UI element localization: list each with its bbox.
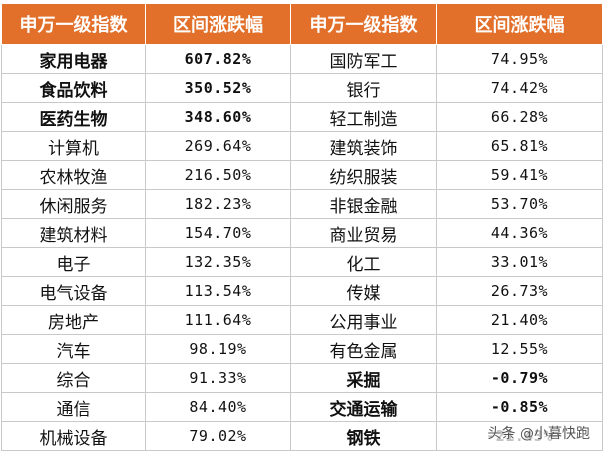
- change-value-cell: 79.02%: [145, 421, 291, 451]
- change-value-cell: 66.28%: [436, 102, 603, 132]
- industry-name-cell: 电气设备: [1, 276, 146, 306]
- industry-name-cell: 银行: [290, 73, 437, 103]
- industry-name-cell: 传媒: [290, 276, 437, 306]
- table-row: 通信 84.40% 交通运输 -0.85%: [1, 392, 603, 422]
- change-value-cell: 44.36%: [436, 218, 603, 248]
- table-row: 食品饮料 350.52% 银行 74.42%: [1, 73, 603, 103]
- change-value-cell: 53.70%: [436, 189, 603, 219]
- change-value-cell: 26.73%: [436, 276, 603, 306]
- table-row: 建筑材料 154.70% 商业贸易 44.36%: [1, 218, 603, 248]
- industry-name-cell: 国防军工: [290, 44, 437, 74]
- header-index-name-left: 申万一级指数: [1, 3, 146, 45]
- change-value-cell: 348.60%: [145, 102, 291, 132]
- industry-name-cell: 钢铁: [290, 421, 437, 451]
- change-value-cell: 74.42%: [436, 73, 603, 103]
- header-change-left: 区间涨跌幅: [145, 3, 291, 45]
- table-row: 汽车 98.19% 有色金属 12.55%: [1, 334, 603, 364]
- change-value-cell: 350.52%: [145, 73, 291, 103]
- industry-name-cell: 商业贸易: [290, 218, 437, 248]
- header-change-right: 区间涨跌幅: [436, 3, 603, 45]
- table-row: 电子 132.35% 化工 33.01%: [1, 247, 603, 277]
- industry-name-cell: 化工: [290, 247, 437, 277]
- industry-name-cell: 交通运输: [290, 392, 437, 422]
- change-value-cell: 182.23%: [145, 189, 291, 219]
- industry-name-cell: 家用电器: [1, 44, 146, 74]
- change-value-cell: 607.82%: [145, 44, 291, 74]
- industry-name-cell: 食品饮料: [1, 73, 146, 103]
- industry-name-cell: 纺织服装: [290, 160, 437, 190]
- industry-name-cell: 医药生物: [1, 102, 146, 132]
- change-value-cell: 21.40%: [436, 305, 603, 335]
- industry-name-cell: 汽车: [1, 334, 146, 364]
- industry-name-cell: 非银金融: [290, 189, 437, 219]
- table-row: 电气设备 113.54% 传媒 26.73%: [1, 276, 603, 306]
- table-row: 计算机 269.64% 建筑装饰 65.81%: [1, 131, 603, 161]
- change-value-cell: 12.55%: [436, 334, 603, 364]
- industry-name-cell: 通信: [1, 392, 146, 422]
- change-value-cell: 154.70%: [145, 218, 291, 248]
- table-header-row: 申万一级指数 区间涨跌幅 申万一级指数 区间涨跌幅: [1, 3, 603, 45]
- industry-name-cell: 电子: [1, 247, 146, 277]
- industry-name-cell: 房地产: [1, 305, 146, 335]
- industry-name-cell: 建筑材料: [1, 218, 146, 248]
- change-value-cell: 113.54%: [145, 276, 291, 306]
- industry-name-cell: 采掘: [290, 363, 437, 393]
- change-value-cell: -0.79%: [436, 363, 603, 393]
- change-value-cell: 216.50%: [145, 160, 291, 190]
- change-value-cell: 33.01%: [436, 247, 603, 277]
- industry-name-cell: 建筑装饰: [290, 131, 437, 161]
- change-value-cell: 59.41%: [436, 160, 603, 190]
- change-value-cell: 132.35%: [145, 247, 291, 277]
- table-row: 休闲服务 182.23% 非银金融 53.70%: [1, 189, 603, 219]
- change-value-cell: 84.40%: [145, 392, 291, 422]
- industry-name-cell: 公用事业: [290, 305, 437, 335]
- industry-name-cell: 轻工制造: [290, 102, 437, 132]
- table-row: 房地产 111.64% 公用事业 21.40%: [1, 305, 603, 335]
- industry-name-cell: 综合: [1, 363, 146, 393]
- table-row: 综合 91.33% 采掘 -0.79%: [1, 363, 603, 393]
- industry-name-cell: 有色金属: [290, 334, 437, 364]
- header-index-name-right: 申万一级指数: [290, 3, 437, 45]
- industry-name-cell: 休闲服务: [1, 189, 146, 219]
- change-value-cell: 111.64%: [145, 305, 291, 335]
- industry-name-cell: 计算机: [1, 131, 146, 161]
- table-row: 家用电器 607.82% 国防军工 74.95%: [1, 44, 603, 74]
- change-value-cell: 65.81%: [436, 131, 603, 161]
- change-value-cell: 74.95%: [436, 44, 603, 74]
- table-row: 医药生物 348.60% 轻工制造 66.28%: [1, 102, 603, 132]
- industry-name-cell: 农林牧渔: [1, 160, 146, 190]
- industry-name-cell: 机械设备: [1, 421, 146, 451]
- change-value-cell: 269.64%: [145, 131, 291, 161]
- change-value-cell: 91.33%: [145, 363, 291, 393]
- watermark: 头条 @小暮快跑: [484, 423, 593, 443]
- change-value-cell: 98.19%: [145, 334, 291, 364]
- index-performance-table: 申万一级指数 区间涨跌幅 申万一级指数 区间涨跌幅 家用电器 607.82% 国防军…: [1, 3, 603, 451]
- change-value-cell: -0.85%: [436, 392, 603, 422]
- table-row: 农林牧渔 216.50% 纺织服装 59.41%: [1, 160, 603, 190]
